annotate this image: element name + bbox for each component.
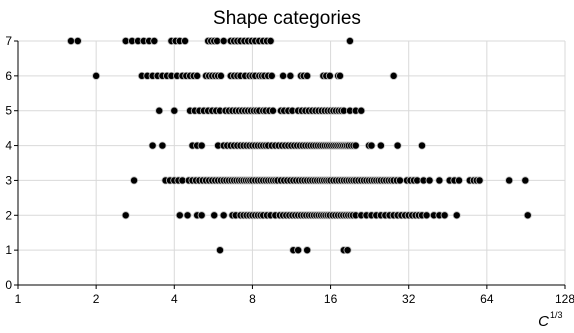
data-point-category-7 [181, 37, 190, 46]
data-point-category-7 [345, 37, 354, 46]
y-tick-label: 5 [5, 104, 12, 118]
data-point-category-3 [130, 176, 139, 185]
data-point-category-6 [325, 71, 334, 80]
data-point-category-7 [73, 37, 82, 46]
data-point-category-2 [175, 211, 184, 220]
data-point-category-5 [170, 106, 179, 115]
data-point-category-6 [389, 71, 398, 80]
axes-layer [14, 40, 566, 289]
text-layer: Shape categories C 1/3 1 2 4 8 16 32 64 1280123… [5, 8, 574, 330]
x-axis-title: C [538, 313, 549, 330]
data-point-category-6 [279, 71, 288, 80]
x-tick-label: 4 [171, 292, 178, 306]
y-tick-label: 6 [5, 69, 12, 83]
data-point-category-2 [523, 211, 532, 220]
chart-title: Shape categories [213, 8, 361, 29]
data-point-category-4 [417, 141, 426, 150]
y-tick-label: 0 [5, 278, 12, 292]
data-point-category-7 [150, 37, 159, 46]
data-point-category-3 [455, 176, 464, 185]
x-tick-label: 1 [15, 292, 22, 306]
x-tick-label: 128 [555, 292, 574, 306]
data-points [66, 37, 532, 255]
data-point-category-5 [268, 106, 277, 115]
data-point-category-3 [505, 176, 514, 185]
x-tick-label: 32 [402, 292, 416, 306]
data-point-category-2 [210, 211, 219, 220]
data-point-category-2 [422, 211, 431, 220]
y-tick-label: 1 [5, 243, 12, 257]
data-point-category-1 [303, 246, 312, 255]
data-point-category-7 [213, 37, 222, 46]
data-point-category-5 [357, 106, 366, 115]
data-point-category-1 [343, 246, 352, 255]
data-point-category-5 [155, 106, 164, 115]
x-tick-label: 8 [249, 292, 256, 306]
data-point-category-4 [376, 141, 385, 150]
data-point-category-4 [148, 141, 157, 150]
x-axis-title-superscript: 1/3 [550, 310, 563, 320]
x-tick-label: 2 [93, 292, 100, 306]
data-point-category-2 [452, 211, 461, 220]
data-point-category-7 [219, 37, 228, 46]
data-point-category-7 [66, 37, 75, 46]
y-tick-label: 4 [5, 139, 12, 153]
data-point-category-7 [266, 37, 275, 46]
data-point-category-6 [216, 71, 225, 80]
x-tick-label: 16 [324, 292, 338, 306]
data-point-category-6 [303, 71, 312, 80]
y-tick-label: 2 [5, 208, 12, 222]
data-point-category-3 [475, 176, 484, 185]
data-point-category-3 [395, 176, 404, 185]
y-tick-label: 7 [5, 34, 12, 48]
data-point-category-3 [521, 176, 530, 185]
data-point-category-2 [197, 211, 206, 220]
data-point-category-6 [267, 71, 276, 80]
data-point-category-3 [435, 176, 444, 185]
data-point-category-6 [92, 71, 101, 80]
data-point-category-1 [294, 246, 303, 255]
data-point-category-3 [425, 176, 434, 185]
x-tick-label: 64 [480, 292, 494, 306]
data-point-category-2 [183, 211, 192, 220]
y-tick-label: 3 [5, 173, 12, 187]
data-point-category-2 [121, 211, 130, 220]
data-point-category-6 [336, 71, 345, 80]
data-point-category-6 [193, 71, 202, 80]
data-point-category-4 [393, 141, 402, 150]
data-point-category-4 [367, 141, 376, 150]
data-point-category-4 [158, 141, 167, 150]
data-point-category-2 [440, 211, 449, 220]
data-point-category-4 [197, 141, 206, 150]
data-point-category-1 [215, 246, 224, 255]
data-point-category-6 [286, 71, 295, 80]
data-point-category-2 [219, 211, 228, 220]
data-point-category-4 [351, 141, 360, 150]
